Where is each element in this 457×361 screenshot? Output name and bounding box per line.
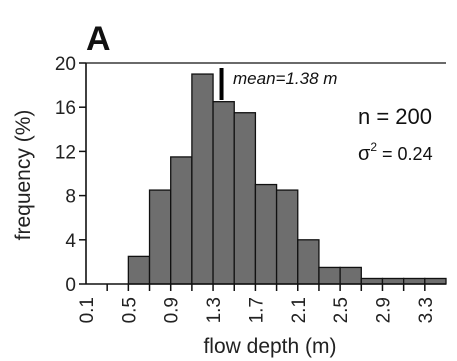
- mean-annotation: mean=1.38 m: [233, 69, 337, 88]
- x-tick-label: 0.9: [162, 297, 183, 323]
- histogram-bar: [402, 277, 426, 285]
- variance-symbol: σ: [358, 143, 371, 165]
- variance-value: = 0.24: [377, 144, 433, 164]
- x-tick-label: 2.1: [289, 297, 310, 323]
- histogram-bar: [212, 101, 235, 285]
- histogram-bar: [233, 112, 257, 285]
- x-tick-label: 0.1: [77, 297, 98, 323]
- x-tick-label: 1.7: [246, 297, 267, 323]
- histogram-bar: [424, 277, 447, 285]
- variance-exponent: 2: [370, 140, 377, 154]
- axes-group: [85, 62, 446, 285]
- histogram-bar: [297, 239, 320, 285]
- x-tick-label: 2.9: [373, 297, 394, 323]
- n-annotation: n = 200: [358, 104, 432, 129]
- y-tick-label: 20: [55, 54, 76, 75]
- histogram-bar: [360, 277, 384, 285]
- x-tick-label: 2.5: [331, 297, 352, 323]
- histogram-bar: [318, 266, 341, 285]
- histogram-bar: [191, 73, 214, 285]
- histogram-bar: [381, 277, 405, 285]
- x-axis-label: flow depth (m): [203, 335, 336, 358]
- histogram-bar: [170, 156, 193, 285]
- panel-label: A: [86, 20, 111, 58]
- y-tick-label: 0: [65, 275, 76, 296]
- histogram-bar: [148, 189, 172, 285]
- annotations-group: mean=1.38 m n = 200 σ2 = 0.24: [233, 69, 433, 165]
- histogram-bar: [127, 255, 151, 285]
- x-tick-label: 0.5: [119, 297, 140, 323]
- x-tick-label: 1.3: [204, 297, 225, 323]
- variance-annotation: σ2 = 0.24: [358, 140, 433, 165]
- bars-group: [127, 73, 447, 285]
- histogram-bar: [339, 266, 362, 285]
- histogram-bar: [275, 189, 299, 285]
- y-axis-label: frequency (%): [12, 110, 35, 241]
- y-tick-label: 8: [65, 187, 76, 208]
- histogram-bar: [254, 183, 278, 285]
- y-tick-label: 4: [65, 231, 76, 252]
- x-tick-label: 3.3: [416, 297, 437, 323]
- y-tick-label: 12: [55, 142, 76, 163]
- ticks-group: 0 4 8 12 16 20 0.1 0.5 0.9 1.3 1.7 2.1 2.5 2.9 3.3: [55, 54, 437, 323]
- y-tick-label: 16: [55, 98, 76, 119]
